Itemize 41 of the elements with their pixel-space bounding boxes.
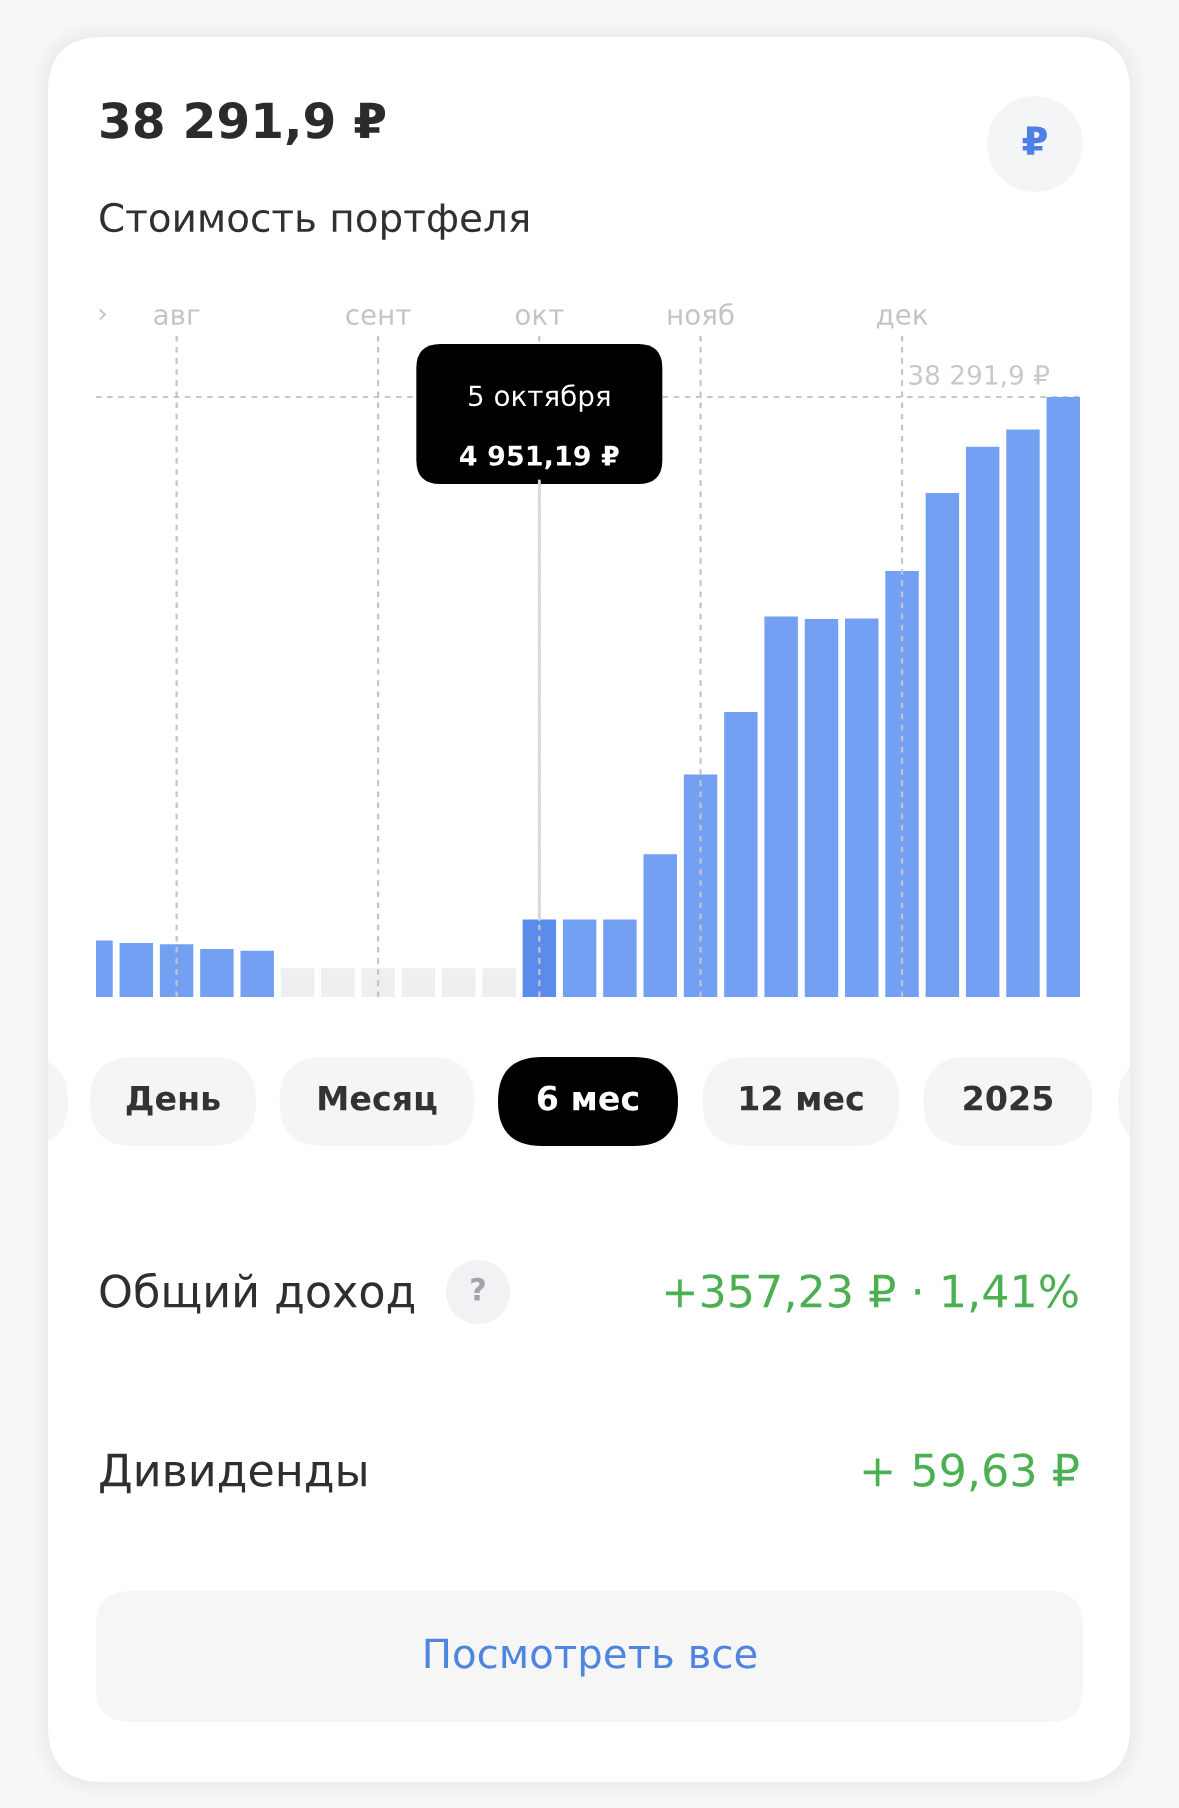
text: День [126, 1085, 220, 1116]
chart-subtitle: Стоимость портфеля [100, 202, 528, 240]
text: 12 мес [740, 1085, 863, 1111]
text: Дивиденды [100, 1453, 366, 1494]
x-tick-label: авг [154, 309, 200, 326]
bar [159, 944, 194, 997]
bar [603, 919, 637, 997]
bar [885, 571, 919, 997]
chart-title: 38 291,9 ₽ [101, 102, 386, 145]
x-tick-label: дек [876, 309, 928, 329]
text: Месяц [319, 1085, 437, 1115]
text: 6 мес [537, 1085, 638, 1111]
bar [965, 446, 1000, 997]
text: +357,23 ₽ · 1,41% [665, 1274, 1078, 1313]
text: 2025 [964, 1085, 1053, 1111]
bar [764, 616, 798, 997]
x-tick-label: нояб [668, 303, 734, 326]
x-tick-label: окт [515, 309, 564, 326]
bar [562, 919, 597, 997]
bar [643, 854, 677, 997]
bar [925, 493, 960, 997]
text: + 59,63 ₽ [863, 1453, 1079, 1492]
text: Посмотреть все [425, 1638, 757, 1677]
text: Общий доход [100, 1272, 414, 1314]
text: ₽ [1022, 126, 1047, 155]
bar [804, 619, 839, 997]
bar [240, 950, 274, 997]
bar [1006, 429, 1040, 997]
bar [1046, 397, 1080, 997]
bar [361, 968, 395, 997]
bar [724, 712, 758, 997]
text: ? [471, 1277, 485, 1301]
bar [683, 774, 718, 997]
x-tick-label: сент [346, 309, 411, 326]
bar [845, 618, 879, 997]
bar [522, 919, 557, 997]
annotation: 4 951,19 ₽ [460, 445, 619, 470]
bar [119, 943, 154, 997]
text: › [99, 308, 106, 321]
bar [200, 949, 234, 997]
annotation: 5 октября [469, 384, 610, 412]
